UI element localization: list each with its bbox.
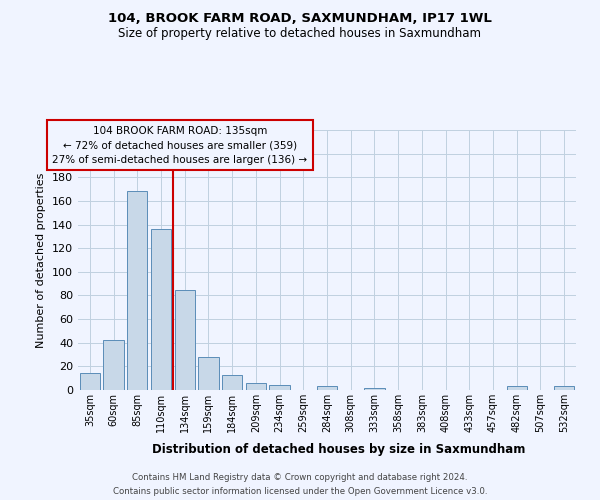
Bar xyxy=(246,383,266,390)
Y-axis label: Number of detached properties: Number of detached properties xyxy=(37,172,46,348)
Bar xyxy=(127,192,148,390)
Text: Distribution of detached houses by size in Saxmundham: Distribution of detached houses by size … xyxy=(152,442,526,456)
Text: Size of property relative to detached houses in Saxmundham: Size of property relative to detached ho… xyxy=(119,28,482,40)
Text: 104 BROOK FARM ROAD: 135sqm
← 72% of detached houses are smaller (359)
27% of se: 104 BROOK FARM ROAD: 135sqm ← 72% of det… xyxy=(52,126,308,165)
Bar xyxy=(103,340,124,390)
Text: Contains public sector information licensed under the Open Government Licence v3: Contains public sector information licen… xyxy=(113,488,487,496)
Bar xyxy=(364,388,385,390)
Bar xyxy=(175,290,195,390)
Bar xyxy=(222,374,242,390)
Text: 104, BROOK FARM ROAD, SAXMUNDHAM, IP17 1WL: 104, BROOK FARM ROAD, SAXMUNDHAM, IP17 1… xyxy=(108,12,492,26)
Bar xyxy=(151,230,171,390)
Bar xyxy=(317,386,337,390)
Bar xyxy=(554,386,574,390)
Bar xyxy=(80,374,100,390)
Bar xyxy=(269,386,290,390)
Text: Contains HM Land Registry data © Crown copyright and database right 2024.: Contains HM Land Registry data © Crown c… xyxy=(132,472,468,482)
Bar xyxy=(199,357,218,390)
Bar xyxy=(506,386,527,390)
